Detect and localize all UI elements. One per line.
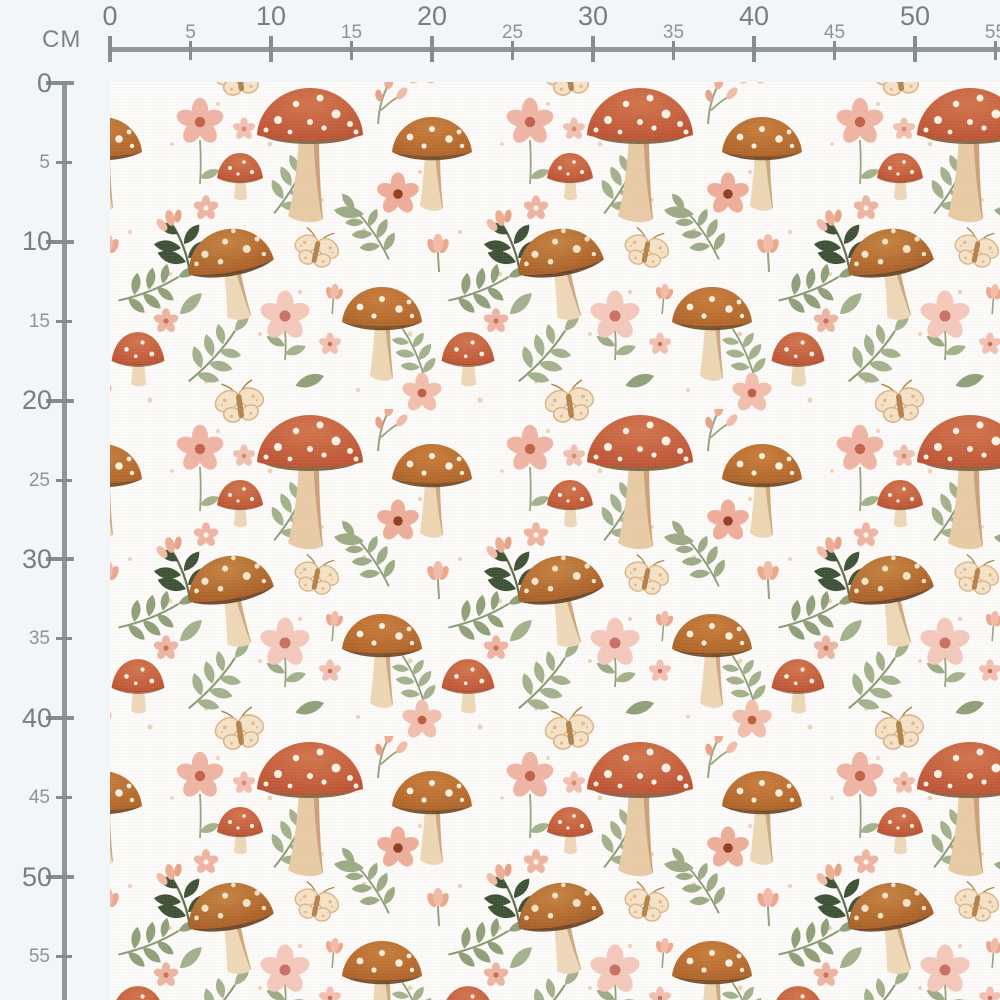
left-ruler-tick [46, 398, 74, 403]
top-ruler-label: 25 [501, 22, 524, 43]
left-ruler-tick [56, 160, 72, 164]
top-ruler-label: 20 [416, 1, 448, 31]
top-ruler-tick [913, 36, 917, 62]
mushroom-pattern-art [110, 82, 1000, 1000]
left-ruler-line [62, 81, 67, 1000]
left-ruler-tick [56, 478, 72, 482]
left-ruler-tick [56, 637, 72, 641]
top-ruler-tick [591, 36, 595, 62]
top-ruler-label: 50 [899, 1, 931, 31]
top-ruler-tick [269, 36, 273, 62]
left-ruler-tick [56, 954, 72, 958]
top-ruler-label: 10 [255, 1, 287, 31]
top-ruler-tick [350, 41, 353, 60]
left-ruler-label: 10 [21, 226, 52, 257]
top-ruler-tick [189, 41, 192, 60]
left-ruler-tick [46, 716, 74, 721]
top-ruler-tick [108, 36, 112, 62]
top-ruler-label: 45 [823, 22, 846, 43]
left-ruler-label: 15 [28, 310, 50, 332]
left-ruler-label: 45 [28, 787, 50, 809]
fabric-pattern-fill [110, 82, 1000, 1000]
top-ruler-label: 55 [984, 22, 1000, 43]
left-ruler-label: 55 [28, 945, 50, 967]
top-ruler-tick [430, 36, 434, 62]
top-ruler-label: 5 [185, 22, 196, 43]
left-ruler-label: 25 [28, 469, 50, 491]
left-ruler-tick [56, 796, 72, 800]
left-ruler-label: 35 [28, 628, 50, 650]
top-ruler-label: 35 [662, 22, 685, 43]
top-ruler-tick [672, 41, 675, 60]
left-ruler-tick [46, 557, 74, 562]
left-ruler-tick [46, 875, 74, 879]
top-ruler-tick [511, 41, 514, 60]
left-ruler-tick [46, 81, 74, 85]
top-ruler-label: 15 [340, 22, 363, 43]
top-ruler-tick [833, 41, 836, 60]
top-ruler-tick [752, 36, 756, 62]
top-ruler-label: 0 [102, 1, 118, 31]
fabric-swatch [110, 82, 1000, 1000]
left-ruler-label: 0 [36, 67, 52, 98]
left-ruler-label: 50 [21, 861, 52, 892]
left-ruler-tick [46, 239, 74, 244]
top-ruler-tick [994, 41, 997, 60]
top-ruler-label: 30 [577, 1, 609, 31]
top-ruler-line [108, 47, 1000, 52]
left-ruler-label: 20 [21, 385, 52, 416]
left-ruler-label: 5 [39, 151, 50, 173]
left-ruler-label: 30 [21, 543, 52, 574]
top-ruler-label: 40 [738, 1, 770, 31]
left-ruler-tick [56, 319, 72, 323]
left-ruler-label: 40 [21, 702, 52, 733]
ruler-unit-label: CM [42, 26, 82, 53]
